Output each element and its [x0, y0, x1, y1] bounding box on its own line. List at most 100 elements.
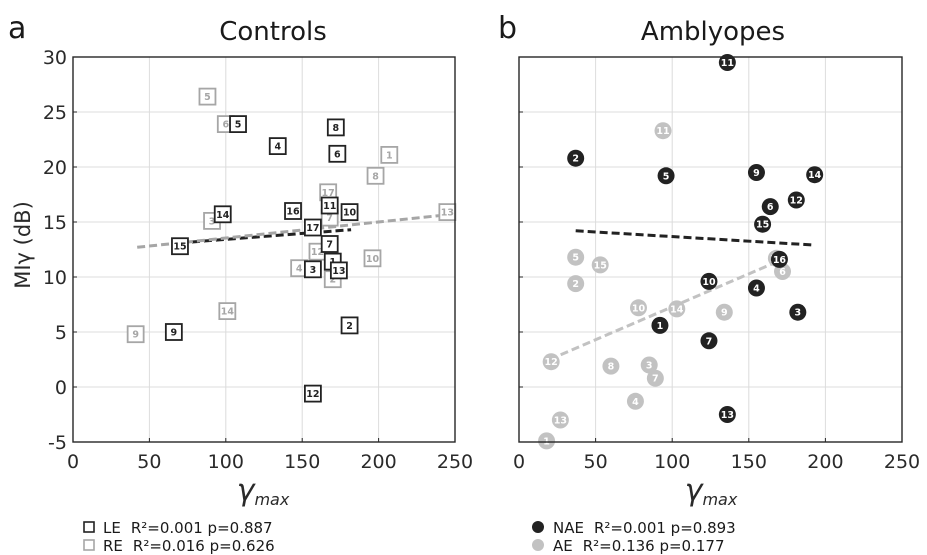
fit-lines-controls: [137, 212, 453, 249]
point-marker: [789, 303, 807, 321]
panel-amblyopes: b Amblyopes 1151526161014912837413111259…: [498, 11, 920, 555]
y-tick-label: 20: [43, 157, 67, 179]
point-ae-14: 14: [668, 300, 686, 318]
x-tick-label: 100: [654, 451, 690, 473]
point-label: 6: [767, 202, 774, 213]
point-marker: [340, 203, 359, 222]
point-label: 11: [323, 201, 336, 212]
panel-letter-b: b: [498, 11, 517, 46]
point-nae-13: 13: [718, 406, 736, 423]
x-axis-label-amblyopes: γmax: [685, 473, 738, 509]
point-label: 11: [721, 58, 734, 69]
point-marker: [198, 87, 217, 106]
point-marker: [326, 118, 345, 137]
y-tick-label: 30: [43, 47, 67, 69]
point-nae-6: 6: [761, 198, 779, 216]
point-label: 4: [632, 397, 639, 408]
point-marker: [213, 205, 232, 224]
point-marker: [567, 248, 585, 266]
point-marker: [328, 144, 347, 163]
point-label: 17: [306, 223, 319, 234]
legend-re-stats: R²=0.016 p=0.626: [133, 537, 275, 555]
point-marker: [229, 115, 247, 133]
point-nae-15: 15: [754, 215, 772, 233]
fit-line-ae: [549, 258, 784, 361]
plot-frame-amblyopes: [518, 56, 903, 443]
point-ae-9: 9: [715, 303, 733, 321]
point-nae-14: 14: [806, 166, 824, 184]
point-marker: [303, 384, 322, 403]
point-label: 4: [274, 142, 281, 153]
point-nae-9: 9: [747, 164, 765, 181]
point-re-10: 10: [363, 249, 382, 268]
point-label: 8: [608, 362, 615, 373]
point-label: 9: [753, 168, 760, 179]
point-marker: [770, 250, 788, 268]
x-axis-label-sub: max: [702, 490, 737, 509]
point-ae-2: 2: [567, 275, 585, 293]
point-le-4: 4: [268, 137, 287, 156]
point-label: 7: [706, 336, 713, 347]
panel-letter-a: a: [8, 11, 26, 46]
point-label: 10: [632, 303, 646, 314]
y-tick-label: 0: [55, 377, 67, 399]
point-marker: [551, 411, 569, 429]
x-axis-label-symbol: γ: [237, 473, 257, 508]
point-marker: [646, 369, 664, 387]
point-label: 5: [235, 120, 242, 131]
point-label: 15: [594, 260, 607, 271]
point-label: 12: [790, 196, 803, 207]
point-label: 10: [702, 277, 716, 288]
point-marker: [668, 300, 686, 318]
point-label: 7: [326, 240, 333, 251]
x-tick-label: 150: [284, 451, 320, 473]
point-ae-15: 15: [591, 256, 609, 274]
point-marker: [754, 215, 772, 233]
y-axis-label: MIγ (dB): [11, 201, 35, 289]
point-marker: [284, 202, 302, 220]
point-label: 6: [779, 267, 786, 278]
point-ae-11: 11: [654, 122, 672, 140]
y-tick-label: -5: [48, 432, 67, 454]
x-axis-label-symbol: γ: [685, 473, 705, 508]
x-tick-label: 50: [584, 451, 608, 473]
point-marker: [602, 357, 620, 375]
point-label: 14: [670, 304, 684, 315]
point-marker: [363, 249, 382, 268]
x-tick-label: 0: [513, 451, 525, 473]
point-nae-11: 11: [718, 54, 736, 71]
point-le-17: 17: [303, 218, 322, 237]
point-le-16: 16: [284, 202, 302, 220]
point-marker: [366, 166, 385, 185]
point-nae-1: 1: [651, 316, 669, 334]
title-amblyopes: Amblyopes: [641, 17, 785, 47]
x-tick-label: 250: [884, 451, 920, 473]
x-tick-label: 200: [360, 451, 396, 473]
point-label: 6: [334, 149, 341, 160]
legend-nae-stats: R²=0.001 p=0.893: [594, 519, 736, 537]
point-ae-13: 13: [551, 411, 569, 429]
point-nae-10: 10: [700, 272, 718, 290]
point-label: 5: [204, 92, 211, 103]
point-re-13: 13: [438, 203, 457, 222]
point-marker: [715, 303, 733, 321]
title-controls: Controls: [219, 17, 327, 47]
point-re-9: 9: [126, 325, 145, 344]
point-le-12: 12: [303, 384, 322, 403]
point-marker: [567, 275, 585, 293]
point-marker: [806, 166, 824, 184]
point-nae-12: 12: [787, 191, 805, 209]
point-marker: [629, 299, 647, 317]
point-nae-5: 5: [657, 167, 675, 185]
legend-ae-name: AE: [553, 537, 573, 555]
grid-controls: [72, 56, 456, 443]
legend-item-re: RE R²=0.016 p=0.626: [103, 537, 275, 555]
point-nae-4: 4: [747, 279, 765, 297]
point-label: 13: [332, 266, 345, 277]
point-le-13: 13: [329, 261, 348, 280]
x-tick-label: 200: [807, 451, 843, 473]
point-ae-7: 7: [646, 369, 664, 387]
y-axis-label-text: MIγ (dB): [11, 201, 35, 289]
point-le-5: 5: [229, 115, 247, 133]
